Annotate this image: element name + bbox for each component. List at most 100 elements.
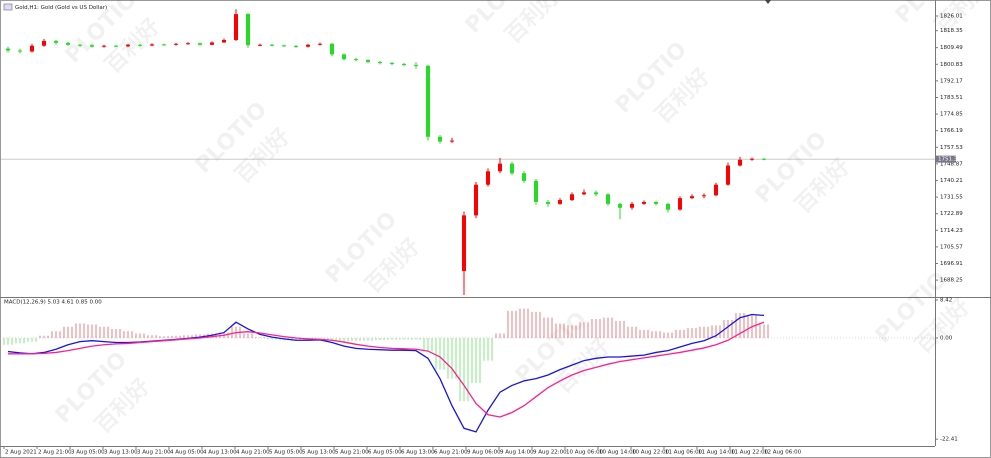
x-tick-label: 12 Aug 06:00: [764, 450, 802, 456]
candle-body: [366, 60, 370, 63]
candle-body: [738, 159, 742, 166]
x-tick-label: 9 Aug 14:00: [500, 450, 534, 456]
candle-body: [534, 180, 538, 202]
x-tick-label: 10 Aug 22:00: [632, 450, 670, 456]
x-tick-label: 6 Aug 13:00: [401, 450, 435, 456]
candle-body: [66, 42, 70, 45]
x-tick-label: 3 Aug 21:00: [137, 450, 171, 456]
candle-body: [618, 203, 622, 208]
candle-body: [606, 194, 610, 204]
candle-body: [318, 43, 322, 45]
y-tick-label: 1818.35: [940, 28, 963, 34]
y-tick-label: 1774.85: [940, 112, 963, 118]
x-tick-label: 10 Aug 06:00: [566, 450, 604, 456]
y-tick-label: 1748.87: [940, 161, 963, 167]
x-tick-label: 5 Aug 21:00: [335, 450, 369, 456]
y-tick-label: 0.00: [940, 336, 953, 342]
current-price-box: [936, 155, 956, 163]
candle-body: [762, 158, 766, 160]
chart-header: Gold,H1: Gold (Gold vs US Dollar): [15, 5, 107, 11]
macd-line: [8, 321, 765, 418]
candle-body: [222, 39, 226, 43]
y-tick-label: 1688.25: [940, 278, 963, 284]
x-tick-label: 3 Aug 13:00: [104, 450, 138, 456]
current-price-label: 1751.35: [938, 157, 961, 163]
candle-body: [282, 45, 286, 47]
candle-body: [330, 43, 334, 55]
candle-body: [102, 45, 106, 47]
x-tick-label: 11 Aug 22:00: [731, 450, 769, 456]
y-tick-label: 1757.53: [940, 145, 963, 151]
candle-body: [246, 14, 250, 46]
candle-body: [438, 136, 442, 142]
candle-body: [342, 54, 346, 60]
candle-body: [582, 192, 586, 195]
candle-body: [594, 192, 598, 195]
candle-body: [6, 48, 10, 51]
y-tick-label: 1783.51: [940, 95, 963, 101]
candle-body: [558, 200, 562, 204]
x-tick-label: 11 Aug 06:00: [665, 450, 703, 456]
x-tick-label: 4 Aug 13:00: [203, 450, 237, 456]
candle-body: [18, 50, 22, 52]
x-tick-label: 9 Aug 22:00: [533, 450, 567, 456]
x-tick-label: 5 Aug 13:00: [302, 450, 336, 456]
candle-body: [726, 165, 730, 185]
candle-body: [678, 198, 682, 210]
x-tick-label: 2 Aug 2021: [5, 450, 37, 456]
x-tick-label: 5 Aug 05:00: [269, 450, 303, 456]
candle-body: [150, 44, 154, 46]
x-tick-label: 4 Aug 21:00: [236, 450, 270, 456]
y-tick-label: 1766.19: [940, 128, 963, 134]
candle-body: [690, 196, 694, 199]
candle-body: [450, 140, 454, 142]
candle-body: [426, 65, 430, 137]
candle-body: [90, 45, 94, 47]
y-tick-label: 1800.83: [940, 62, 963, 68]
candle-body: [498, 163, 502, 172]
y-tick-label: -22.41: [940, 437, 958, 443]
candle-body: [486, 171, 490, 185]
x-tick-label: 3 Aug 05:00: [71, 450, 105, 456]
candle-body: [78, 44, 82, 46]
symbol-icon: [3, 3, 13, 11]
candle-body: [54, 40, 58, 43]
candle-body: [270, 44, 274, 46]
x-tick-label: 6 Aug 05:00: [368, 450, 402, 456]
candle-body: [546, 201, 550, 204]
candle-body: [654, 201, 658, 204]
candle-body: [630, 203, 634, 208]
y-tick-label: 1731.55: [940, 195, 963, 201]
candle-body: [306, 44, 310, 47]
candle-body: [42, 40, 46, 46]
y-tick-label: 1714.23: [940, 228, 963, 234]
candle-body: [378, 62, 382, 64]
x-tick-label: 10 Aug 14:00: [599, 450, 637, 456]
candle-body: [210, 42, 214, 45]
candle-body: [666, 203, 670, 210]
x-tick-label: 2 Aug 21:00: [38, 450, 72, 456]
candle-body: [402, 63, 406, 65]
y-tick-label: 8.42: [940, 297, 952, 303]
candle-body: [522, 173, 526, 181]
candle-body: [750, 158, 754, 160]
x-tick-label: 4 Aug 05:00: [170, 450, 204, 456]
candle-body: [114, 45, 118, 47]
candle-body: [138, 44, 142, 46]
y-tick-label: 1722.89: [940, 211, 963, 217]
y-tick-label: 1809.49: [940, 45, 963, 51]
y-tick-label: 1826.01: [940, 14, 963, 20]
candle-body: [354, 59, 358, 61]
candle-body: [474, 184, 478, 216]
candle-body: [186, 43, 190, 45]
candle-body: [570, 194, 574, 201]
x-tick-label: 6 Aug 21:00: [434, 450, 468, 456]
candle-body: [126, 44, 130, 47]
macd-title: MACD(12,26,9) 5.03 4.61 0.85 0.00: [4, 300, 102, 306]
x-tick-label: 11 Aug 14:00: [698, 450, 736, 456]
candle-body: [258, 44, 262, 46]
y-tick-label: 1696.91: [940, 261, 963, 267]
candle-body: [390, 62, 394, 64]
